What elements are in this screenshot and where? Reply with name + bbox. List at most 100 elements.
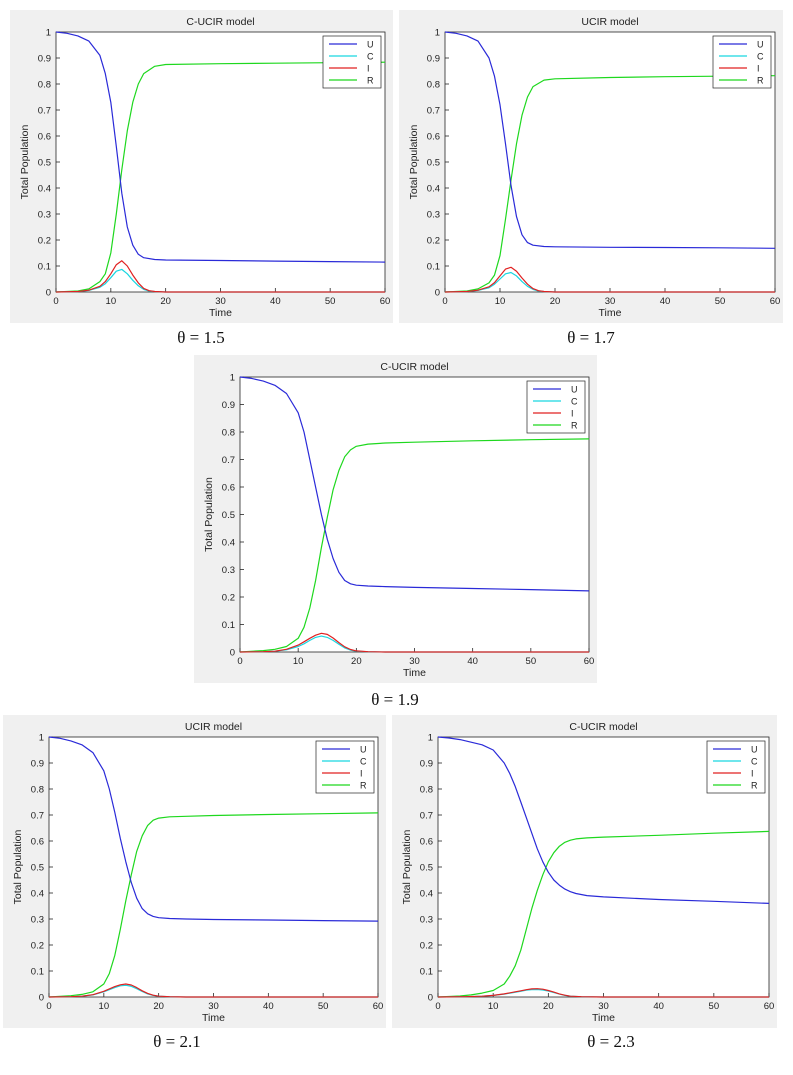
chart-panel-theta-1-5: C-UCIR model 0 10 20 30 40 50 60 0 0.1 0.2 0.3 0.4 0.…: [10, 10, 393, 323]
y-tick-label: 0.9: [427, 54, 440, 65]
x-axis-label: Time: [202, 1012, 225, 1024]
series-line-I: [239, 632, 589, 653]
series-line-I: [437, 988, 769, 998]
caption-theta-1-5: θ = 1.5: [177, 328, 225, 347]
caption-theta-2-1: θ = 2.1: [153, 1032, 201, 1051]
x-axis-label: Time: [403, 667, 426, 679]
y-tick-label: 0.6: [38, 132, 51, 143]
x-tick-label: 0: [237, 656, 242, 667]
y-tick-label: 0: [230, 648, 235, 659]
x-axis-label: Time: [209, 307, 232, 319]
x-tick-label: 40: [270, 296, 281, 307]
legend-label-I: I: [751, 769, 754, 779]
y-axis-label: Total Population: [12, 829, 24, 904]
legend-label-R: R: [367, 76, 374, 86]
y-tick-label: 0.5: [427, 158, 440, 169]
legend-label-I: I: [757, 64, 760, 74]
x-tick-label: 20: [550, 296, 561, 307]
series-line-R: [239, 438, 590, 653]
chart-svg: UCIR model 0 10 20 30 40 50 60 0 0.1 0.2 0.3 0.4 0.5 0…: [3, 715, 386, 1028]
y-tick-label: 0.1: [427, 262, 440, 273]
y-tick-label: 0.6: [427, 132, 440, 143]
x-tick-label: 20: [543, 1001, 554, 1012]
series-line-R: [48, 812, 379, 998]
y-tick-label: 0.4: [31, 889, 44, 900]
x-tick-label: 50: [709, 1001, 720, 1012]
y-tick-label: 1: [435, 28, 440, 39]
y-tick-label: 0.6: [420, 837, 433, 848]
y-axis-label: Total Population: [401, 829, 413, 904]
y-tick-label: 0.9: [222, 400, 235, 411]
x-tick-label: 0: [46, 1001, 51, 1012]
x-tick-label: 40: [467, 656, 478, 667]
y-axis-label: Total Population: [203, 477, 215, 552]
chart-title: UCIR model: [581, 16, 638, 28]
y-tick-label: 0: [39, 993, 44, 1004]
chart-panel-theta-2-3: C-UCIR model 0 10 20 30 40 50 60 0 0.1 0.2 0.3 0.4 0.…: [392, 715, 777, 1028]
series-line-U: [437, 736, 770, 904]
chart-panel-theta-1-9: C-UCIR model 0 10 20 30 40 50 60 0 0.1 0.2 0.3 0.4 0.…: [194, 355, 597, 683]
y-tick-label: 0.4: [420, 889, 433, 900]
legend-box: [322, 35, 382, 89]
x-tick-label: 0: [442, 296, 447, 307]
y-tick-label: 0.8: [420, 785, 433, 796]
x-tick-label: 30: [605, 296, 616, 307]
series-line-U: [55, 31, 386, 263]
legend-label-C: C: [751, 757, 758, 767]
y-tick-label: 0: [46, 288, 51, 299]
y-tick-label: 0.3: [38, 210, 51, 221]
y-tick-label: 0.1: [31, 967, 44, 978]
caption-theta-2-3: θ = 2.3: [587, 1032, 635, 1051]
y-tick-label: 0.5: [38, 158, 51, 169]
y-tick-label: 1: [230, 373, 235, 384]
y-tick-label: 1: [46, 28, 51, 39]
y-tick-label: 0.2: [427, 236, 440, 247]
series-line-I: [444, 266, 775, 293]
x-axis-label: Time: [592, 1012, 615, 1024]
y-tick-label: 1: [39, 733, 44, 744]
y-tick-label: 0.3: [427, 210, 440, 221]
caption-theta-1-7: θ = 1.7: [567, 328, 615, 347]
y-tick-label: 0.3: [31, 915, 44, 926]
y-tick-label: 0.2: [31, 941, 44, 952]
chart-svg: C-UCIR model 0 10 20 30 40 50 60 0 0.1 0.2 0.3 0.4 0.…: [194, 355, 597, 683]
y-tick-label: 0: [435, 288, 440, 299]
x-tick-label: 20: [153, 1001, 164, 1012]
y-axis-label: Total Population: [19, 124, 31, 199]
legend-box: [706, 740, 766, 794]
legend-box: [712, 35, 772, 89]
x-tick-label: 50: [325, 296, 336, 307]
series-line-R: [437, 830, 770, 998]
legend-label-I: I: [571, 409, 574, 419]
y-tick-label: 0.7: [222, 455, 235, 466]
chart-panel-theta-2-1: UCIR model 0 10 20 30 40 50 60 0 0.1 0.2 0.3 0.4 0.5 0…: [3, 715, 386, 1028]
chart-svg: UCIR model 0 10 20 30 40 50 60 0 0.1 0.2 0.3 0.4 0.5 0…: [399, 10, 783, 323]
x-tick-label: 60: [380, 296, 391, 307]
y-tick-label: 0.4: [222, 538, 235, 549]
x-tick-label: 50: [526, 656, 537, 667]
y-tick-label: 0.8: [222, 428, 235, 439]
legend-label-R: R: [571, 421, 578, 431]
y-tick-label: 0.4: [38, 184, 51, 195]
y-tick-label: 0.3: [420, 915, 433, 926]
y-tick-label: 0.2: [420, 941, 433, 952]
y-tick-label: 1: [428, 733, 433, 744]
series-line-I: [48, 983, 378, 998]
chart-title: UCIR model: [185, 721, 242, 733]
x-tick-label: 20: [160, 296, 171, 307]
legend-box: [526, 380, 586, 434]
x-tick-label: 20: [351, 656, 362, 667]
y-tick-label: 0.5: [222, 510, 235, 521]
y-tick-label: 0.6: [31, 837, 44, 848]
y-tick-label: 0.8: [427, 80, 440, 91]
x-tick-label: 60: [584, 656, 595, 667]
y-tick-label: 0.7: [427, 106, 440, 117]
legend-label-R: R: [360, 781, 367, 791]
x-tick-label: 0: [53, 296, 58, 307]
chart-svg: C-UCIR model 0 10 20 30 40 50 60 0 0.1 0.2 0.3 0.4 0.…: [392, 715, 777, 1028]
x-tick-label: 0: [435, 1001, 440, 1012]
y-tick-label: 0.9: [38, 54, 51, 65]
y-tick-label: 0.7: [38, 106, 51, 117]
caption-theta-1-9: θ = 1.9: [371, 690, 419, 709]
legend-label-I: I: [367, 64, 370, 74]
